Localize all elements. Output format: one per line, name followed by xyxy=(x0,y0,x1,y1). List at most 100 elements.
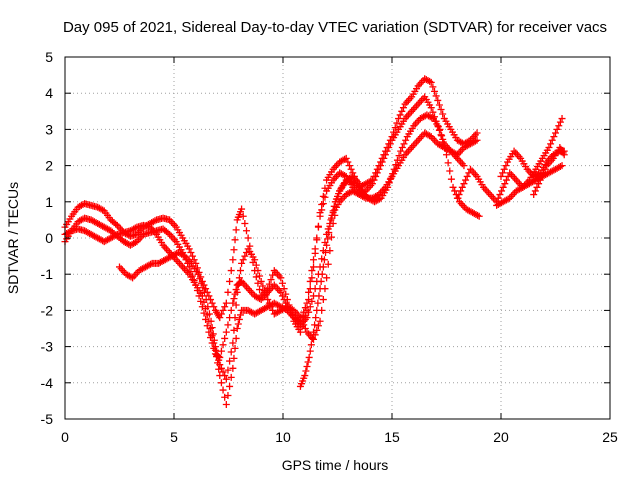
data-point xyxy=(308,334,316,342)
data-point xyxy=(393,119,401,127)
data-point xyxy=(392,161,400,169)
data-point xyxy=(547,140,555,148)
data-point xyxy=(231,236,239,244)
data-point xyxy=(370,176,378,184)
data-point xyxy=(230,246,238,254)
x-tick-label: 5 xyxy=(170,429,178,445)
data-point xyxy=(131,224,139,232)
series-trace-9 xyxy=(530,144,568,199)
data-point xyxy=(219,341,227,349)
y-tick-label: 3 xyxy=(45,121,53,137)
data-point xyxy=(319,263,327,271)
data-point xyxy=(319,192,327,200)
data-point xyxy=(313,234,321,242)
data-point xyxy=(390,165,398,173)
data-point xyxy=(204,303,212,311)
data-point xyxy=(342,154,350,162)
data-point xyxy=(278,279,286,287)
data-point xyxy=(380,154,388,162)
data-point xyxy=(501,180,509,188)
data-point xyxy=(256,272,264,280)
data-point xyxy=(326,222,334,230)
data-point xyxy=(242,227,250,235)
data-point xyxy=(326,247,334,255)
data-point xyxy=(540,169,548,177)
y-tick-label: 0 xyxy=(45,230,53,246)
data-point xyxy=(224,366,232,374)
data-point xyxy=(257,277,265,285)
data-point xyxy=(373,169,381,177)
data-point xyxy=(471,137,479,145)
data-point xyxy=(307,341,315,349)
data-point xyxy=(224,391,232,399)
y-tick-label: -3 xyxy=(41,339,54,355)
data-point xyxy=(227,373,235,381)
data-point xyxy=(305,308,313,316)
data-point xyxy=(395,115,403,123)
data-point xyxy=(328,211,336,219)
axis-ticks xyxy=(64,56,611,420)
data-point xyxy=(318,206,326,214)
data-point xyxy=(536,176,544,184)
data-point xyxy=(473,136,481,144)
x-tick-label: 20 xyxy=(493,429,509,445)
data-point xyxy=(301,372,309,380)
data-point xyxy=(530,191,538,199)
data-point xyxy=(229,339,237,347)
data-point xyxy=(221,303,229,311)
data-point xyxy=(538,172,546,180)
data-point xyxy=(238,259,246,267)
data-point xyxy=(560,151,568,159)
data-point xyxy=(319,200,327,208)
data-point xyxy=(316,317,324,325)
data-point xyxy=(451,187,459,195)
data-point xyxy=(252,261,260,269)
series-trace-7 xyxy=(493,162,566,209)
data-point xyxy=(541,165,549,173)
data-point xyxy=(252,273,260,281)
data-point xyxy=(201,288,209,296)
data-point xyxy=(305,353,313,361)
data-point xyxy=(452,150,460,158)
data-point xyxy=(427,78,435,86)
data-point xyxy=(230,326,238,334)
data-point xyxy=(209,330,217,338)
data-point xyxy=(303,314,311,322)
data-point xyxy=(385,179,393,187)
y-tick-label: 4 xyxy=(45,85,53,101)
data-point xyxy=(230,354,238,362)
y-tick-label: 5 xyxy=(45,49,53,65)
data-point xyxy=(385,144,393,151)
data-point xyxy=(207,325,215,332)
data-point xyxy=(545,144,553,151)
data-point xyxy=(426,77,434,85)
data-point xyxy=(393,156,401,164)
data-point xyxy=(499,183,507,191)
data-point xyxy=(323,274,331,282)
data-point xyxy=(347,165,355,173)
data-point xyxy=(429,108,437,116)
data-point xyxy=(227,348,235,356)
data-point xyxy=(254,267,262,275)
data-point xyxy=(316,212,324,220)
data-point xyxy=(256,295,264,303)
data-point xyxy=(219,386,227,394)
data-point xyxy=(400,140,408,148)
x-tick-label: 10 xyxy=(275,429,291,445)
data-point xyxy=(437,105,445,113)
data-point xyxy=(368,180,376,188)
data-point xyxy=(552,129,559,137)
data-point xyxy=(306,347,314,355)
data-point xyxy=(267,303,275,311)
data-point xyxy=(302,367,310,375)
data-point xyxy=(231,344,239,352)
series-trace-5 xyxy=(296,111,483,390)
data-point xyxy=(296,314,304,322)
data-point xyxy=(308,297,316,305)
data-point xyxy=(280,285,288,293)
data-point xyxy=(389,170,397,178)
data-point xyxy=(265,299,273,307)
data-point xyxy=(463,172,471,180)
data-point xyxy=(301,304,309,312)
